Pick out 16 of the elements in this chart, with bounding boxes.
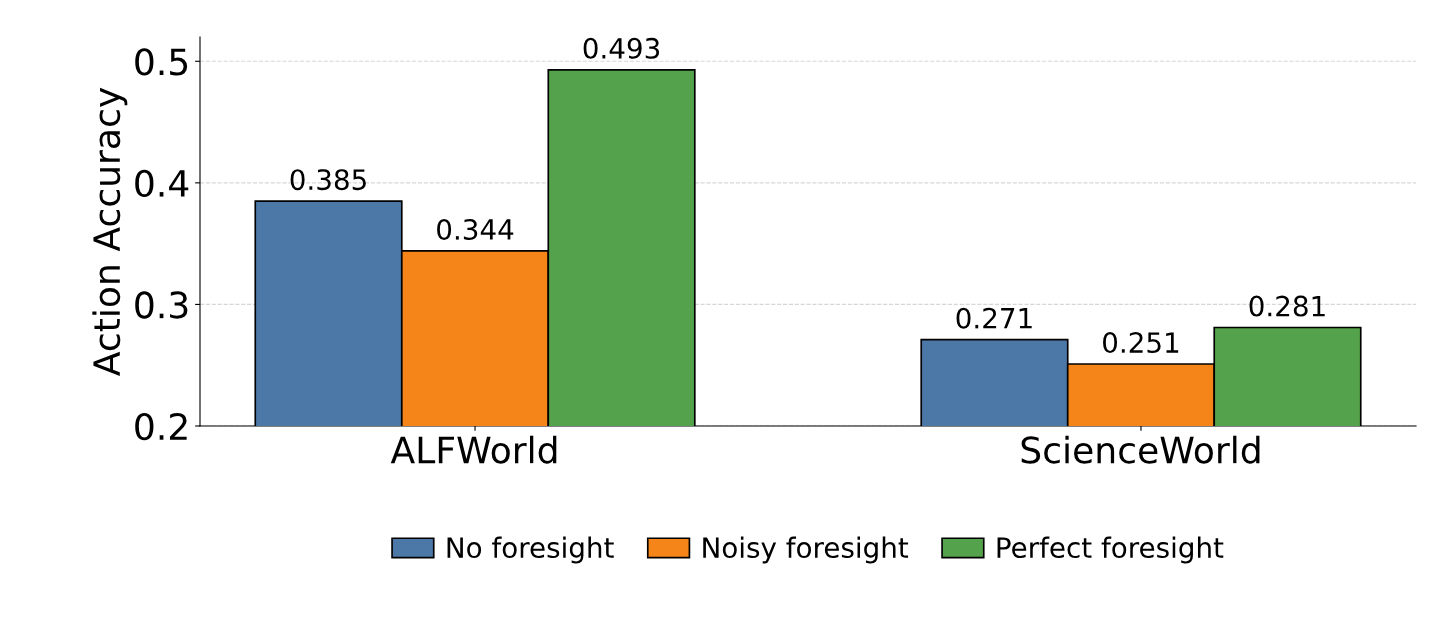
data-label: 0.344 (437, 218, 514, 240)
data-label: 0.385 (290, 169, 366, 191)
x-tick-label: ScienceWorld (1021, 435, 1260, 464)
legend-label: Noisy foresight (703, 536, 909, 564)
legend-label: No foresight (447, 536, 614, 564)
y-tick-label: 0.2 (135, 412, 187, 441)
y-axis-title: Action Accuracy (92, 87, 128, 376)
data-label: 0.271 (956, 307, 1032, 329)
data-label: 0.251 (1103, 332, 1179, 354)
x-tick-label: ALFWorld (390, 435, 557, 464)
legend-label: Perfect foresight (997, 536, 1224, 564)
data-label: 0.281 (1249, 295, 1325, 317)
data-label: 0.493 (583, 37, 660, 59)
y-tick-label: 0.3 (135, 291, 188, 319)
y-tick-label: 0.4 (135, 169, 189, 198)
y-tick-label: 0.5 (135, 48, 188, 76)
